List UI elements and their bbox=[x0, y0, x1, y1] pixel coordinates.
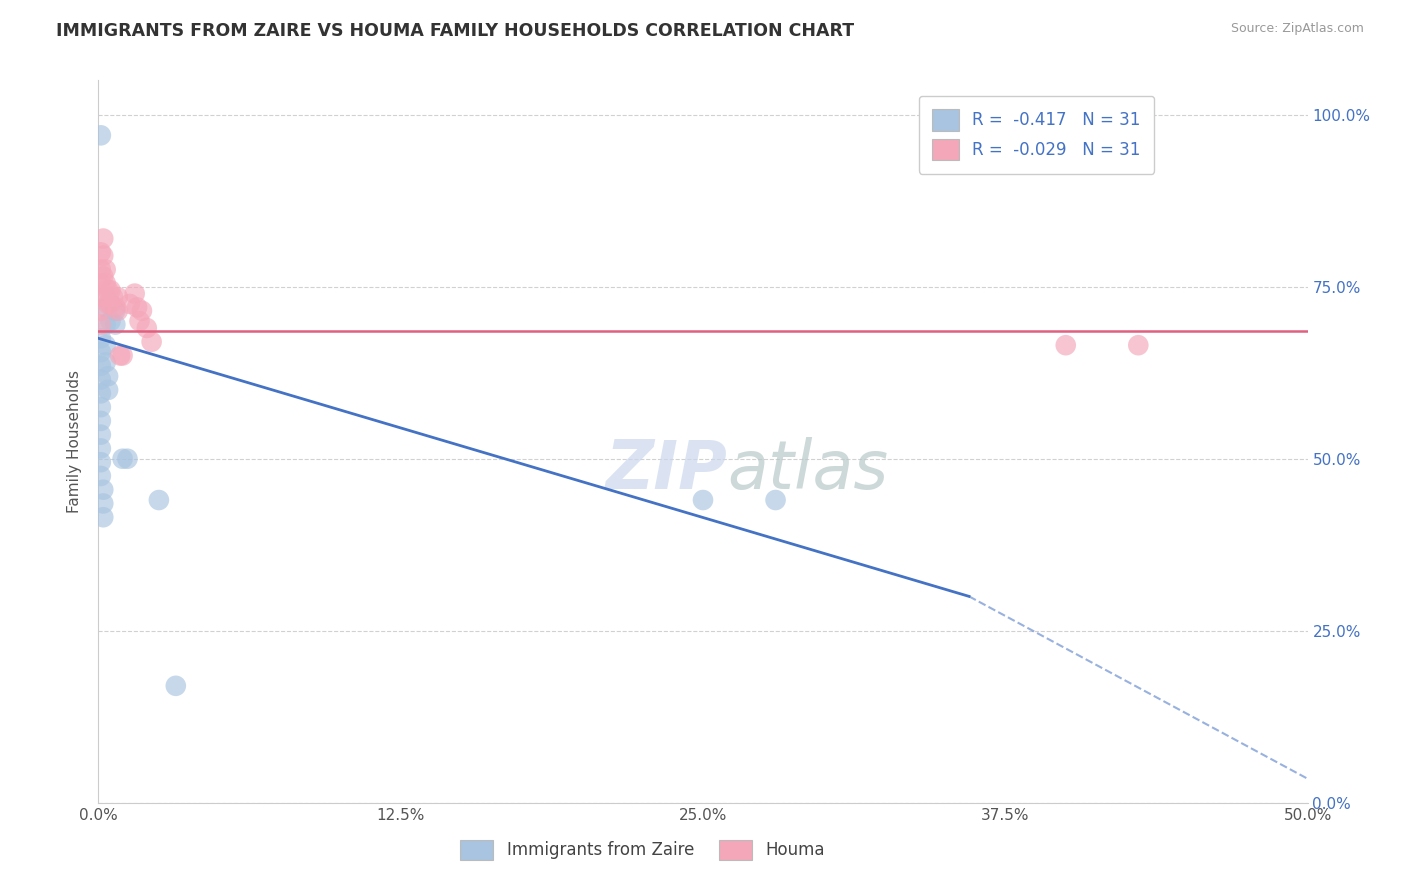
Point bbox=[90, 262, 112, 277]
Point bbox=[91, 496, 114, 510]
Point bbox=[90, 290, 112, 304]
Point bbox=[97, 283, 120, 297]
Point bbox=[90, 245, 112, 260]
Point bbox=[135, 321, 157, 335]
Point bbox=[692, 493, 714, 508]
Text: ZIP: ZIP bbox=[606, 437, 727, 503]
Point bbox=[94, 277, 117, 291]
Legend: Immigrants from Zaire, Houma: Immigrants from Zaire, Houma bbox=[453, 833, 832, 867]
Point bbox=[111, 349, 134, 363]
Text: IMMIGRANTS FROM ZAIRE VS HOUMA FAMILY HOUSEHOLDS CORRELATION CHART: IMMIGRANTS FROM ZAIRE VS HOUMA FAMILY HO… bbox=[56, 22, 855, 40]
Point bbox=[127, 301, 149, 315]
Point bbox=[165, 679, 187, 693]
Point bbox=[90, 427, 112, 442]
Text: Source: ZipAtlas.com: Source: ZipAtlas.com bbox=[1230, 22, 1364, 36]
Point bbox=[97, 369, 120, 384]
Point bbox=[91, 510, 114, 524]
Point bbox=[90, 318, 112, 332]
Point bbox=[1054, 338, 1077, 352]
Point bbox=[111, 451, 134, 466]
Point bbox=[104, 303, 127, 318]
Point bbox=[90, 442, 112, 456]
Point bbox=[94, 355, 117, 369]
Point bbox=[94, 301, 117, 315]
Point bbox=[100, 314, 122, 328]
Point bbox=[104, 318, 127, 332]
Point bbox=[1128, 338, 1150, 352]
Point bbox=[90, 345, 112, 359]
Point bbox=[94, 318, 117, 332]
Point bbox=[90, 331, 112, 345]
Point bbox=[100, 297, 122, 311]
Point bbox=[90, 303, 112, 318]
Point bbox=[90, 359, 112, 373]
Point bbox=[91, 249, 114, 263]
Point bbox=[97, 383, 120, 397]
Point bbox=[107, 290, 129, 304]
Point bbox=[94, 338, 117, 352]
Point bbox=[107, 303, 129, 318]
Point bbox=[148, 493, 170, 508]
Point bbox=[104, 301, 127, 315]
Point bbox=[141, 334, 163, 349]
Point bbox=[90, 414, 112, 428]
Point bbox=[90, 386, 112, 401]
Point bbox=[90, 400, 112, 414]
Point bbox=[765, 493, 787, 508]
Point bbox=[94, 290, 117, 304]
Point bbox=[90, 277, 112, 291]
Point bbox=[118, 297, 141, 311]
Point bbox=[90, 469, 112, 483]
Y-axis label: Family Households: Family Households bbox=[67, 370, 83, 513]
Text: atlas: atlas bbox=[727, 437, 889, 503]
Point bbox=[100, 297, 122, 311]
Point bbox=[97, 297, 120, 311]
Point bbox=[124, 286, 146, 301]
Point bbox=[91, 231, 114, 245]
Point bbox=[117, 451, 139, 466]
Point bbox=[91, 269, 114, 284]
Point bbox=[128, 314, 150, 328]
Point bbox=[131, 303, 153, 318]
Point bbox=[94, 262, 117, 277]
Point bbox=[90, 128, 112, 143]
Point bbox=[91, 483, 114, 497]
Point bbox=[100, 283, 122, 297]
Point bbox=[101, 290, 124, 304]
Point bbox=[90, 373, 112, 387]
Point bbox=[108, 349, 131, 363]
Point bbox=[90, 455, 112, 469]
